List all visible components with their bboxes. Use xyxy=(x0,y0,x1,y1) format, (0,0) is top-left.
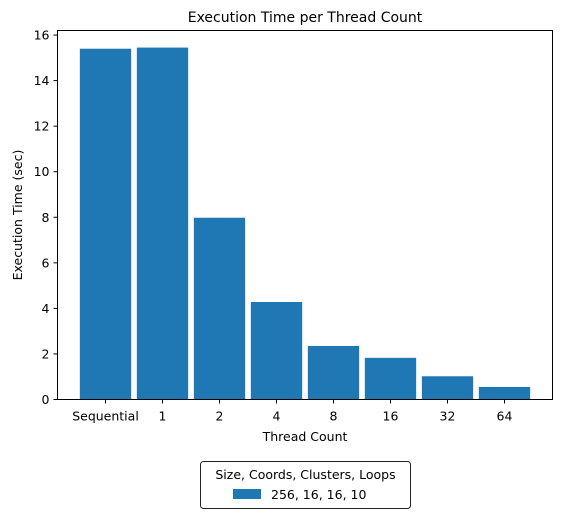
x-tick-label-32: 32 xyxy=(440,409,456,424)
bar-4 xyxy=(250,302,303,400)
y-tick-label-0: 0 xyxy=(42,392,50,407)
y-tick-label-4: 4 xyxy=(42,301,50,316)
bar-sequential xyxy=(79,48,132,400)
legend: Size, Coords, Clusters, Loops 256, 16, 1… xyxy=(200,461,411,509)
y-axis-label: Execution Time (sec) xyxy=(10,150,25,281)
bar-32 xyxy=(421,376,474,400)
x-axis-label: Thread Count xyxy=(262,429,348,444)
bar-16 xyxy=(364,357,417,400)
x-tick-label-1: 1 xyxy=(159,409,167,424)
y-axis: 0 2 4 6 8 10 12 14 16 xyxy=(34,28,58,407)
legend-title: Size, Coords, Clusters, Loops xyxy=(215,467,395,482)
bar-8 xyxy=(307,345,360,400)
y-tick-label-6: 6 xyxy=(42,255,50,270)
legend-series-label: 256, 16, 16, 10 xyxy=(271,487,366,502)
bar-2 xyxy=(193,217,246,400)
x-tick-label-2: 2 xyxy=(216,409,224,424)
bar-1 xyxy=(136,47,189,400)
y-tick-label-14: 14 xyxy=(34,73,50,88)
bar-64 xyxy=(478,386,531,400)
x-axis: Sequential 1 2 4 8 16 32 64 xyxy=(72,399,513,424)
legend-swatch xyxy=(233,489,261,499)
x-tick-label-sequential: Sequential xyxy=(72,409,139,424)
plot-frame xyxy=(57,30,553,400)
y-tick-label-8: 8 xyxy=(42,210,50,225)
y-tick-label-10: 10 xyxy=(34,164,50,179)
x-tick-label-4: 4 xyxy=(273,409,281,424)
bars-layer xyxy=(79,47,531,400)
y-tick-label-12: 12 xyxy=(34,119,50,134)
x-tick-label-8: 8 xyxy=(330,409,338,424)
y-tick-label-16: 16 xyxy=(34,28,50,43)
x-tick-label-16: 16 xyxy=(383,409,399,424)
y-tick-label-2: 2 xyxy=(42,346,50,361)
x-tick-label-64: 64 xyxy=(497,409,513,424)
chart-title: Execution Time per Thread Count xyxy=(188,10,423,26)
